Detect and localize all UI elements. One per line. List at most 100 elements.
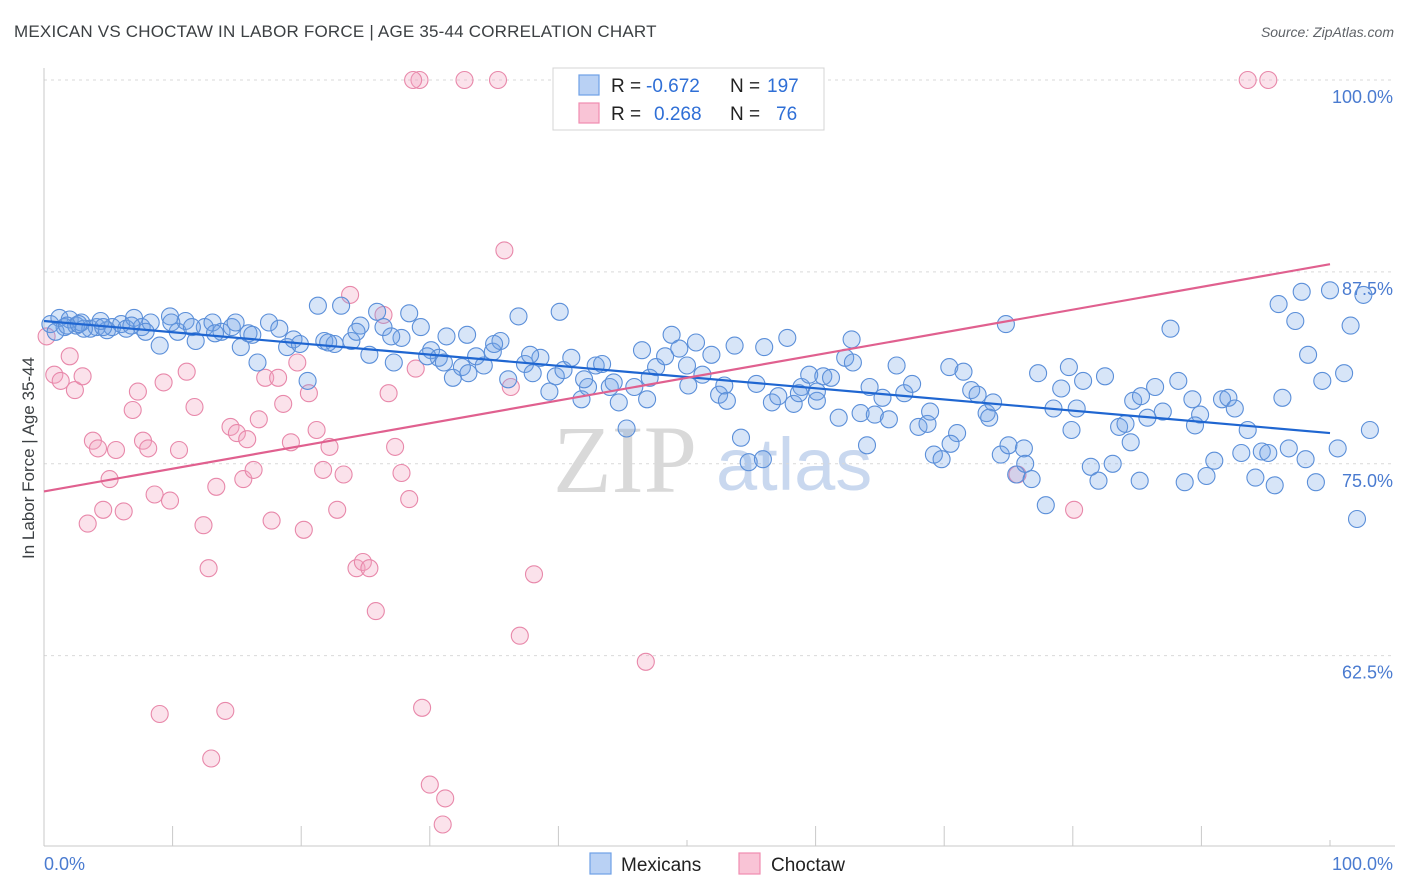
mexicans-point xyxy=(1335,364,1354,383)
choctaw-point xyxy=(413,698,432,717)
choctaw-point xyxy=(114,502,133,521)
choctaw-point xyxy=(207,477,226,496)
choctaw-point xyxy=(65,381,84,400)
mexicans-point xyxy=(1299,345,1318,364)
mexicans-point xyxy=(604,373,623,392)
mexicans-point xyxy=(1185,416,1205,435)
mexicans-point xyxy=(1219,388,1238,407)
choctaw-point xyxy=(1259,70,1278,90)
choctaw-point xyxy=(185,397,204,417)
choctaw-point xyxy=(386,437,405,456)
choctaw-point xyxy=(238,430,257,449)
mexicans-point xyxy=(521,345,540,364)
mexicans-point xyxy=(1259,443,1278,463)
watermark-atlas: atlas xyxy=(716,423,872,506)
mexicans-point xyxy=(932,450,951,469)
bottom-legend-label-mexicans: Mexicans xyxy=(621,855,701,876)
choctaw-point xyxy=(169,440,189,460)
choctaw-point xyxy=(249,410,268,429)
mexicans-point xyxy=(1014,439,1033,458)
choctaw-point xyxy=(436,789,455,808)
choctaw-point xyxy=(1065,500,1084,519)
mexicans-point xyxy=(1095,367,1115,386)
choctaw-point xyxy=(274,394,293,413)
choctaw-point xyxy=(106,440,126,460)
mexicans-point xyxy=(1067,399,1086,418)
choctaw-point xyxy=(145,485,164,504)
mexicans-point xyxy=(991,445,1010,464)
mexicans-point xyxy=(374,318,393,337)
choctaw-point xyxy=(495,241,514,260)
mexicans-point xyxy=(968,385,987,404)
mexicans-point xyxy=(485,334,504,354)
mexicans-point xyxy=(753,450,772,469)
choctaw-point xyxy=(94,500,113,519)
choctaw-point xyxy=(406,359,425,378)
mexicans-point xyxy=(298,371,317,390)
mexicans-point xyxy=(1313,371,1332,390)
mexicans-point xyxy=(308,296,327,315)
mexicans-point xyxy=(1328,439,1347,458)
mexicans-point xyxy=(342,331,361,351)
mexicans-point xyxy=(1197,466,1216,486)
mexicans-point xyxy=(1074,371,1093,390)
choctaw-point xyxy=(160,491,180,510)
mexicans-point xyxy=(319,333,338,352)
mexicans-point xyxy=(1292,282,1311,301)
mexicans-point xyxy=(499,370,518,389)
mexicans-point xyxy=(686,333,706,352)
mexicans-point xyxy=(437,327,456,346)
choctaw-point xyxy=(288,353,307,372)
choctaw-point xyxy=(360,559,379,578)
mexicans-point xyxy=(1183,390,1202,409)
mexicans-point xyxy=(769,387,788,406)
legend-swatch-mexicans xyxy=(578,74,600,96)
mexicans-point xyxy=(954,362,973,381)
mexicans-point xyxy=(474,356,493,375)
mexicans-point xyxy=(865,405,884,424)
mexicans-point xyxy=(996,315,1015,334)
mexicans-point xyxy=(182,318,201,337)
mexicans-point xyxy=(458,325,477,344)
mexicans-point xyxy=(1306,473,1325,492)
mexicans-point xyxy=(739,453,758,472)
mexicans-point xyxy=(382,327,401,346)
mexicans-point xyxy=(677,356,697,375)
y-tick-labels: 62.5%75.0%87.5%100.0% xyxy=(1332,87,1393,683)
mexicans-point xyxy=(821,368,841,387)
mexicans-point xyxy=(941,434,960,453)
choctaw-point xyxy=(262,511,281,530)
mexicans-point xyxy=(270,319,289,338)
mexicans-point xyxy=(1347,509,1367,529)
mexicans-point xyxy=(617,419,636,438)
choctaw-point xyxy=(636,652,655,671)
chart-title: MEXICAN VS CHOCTAW IN LABOR FORCE | AGE … xyxy=(14,22,657,41)
mexicans-point xyxy=(400,304,419,323)
mexicans-point xyxy=(843,353,862,372)
legend-r-value-mexicans: -0.672 xyxy=(646,76,700,97)
bottom-legend-swatch-mexicans xyxy=(589,852,612,875)
mexicans-point xyxy=(248,353,267,372)
choctaw-point xyxy=(328,500,347,519)
mexicans-point xyxy=(550,302,569,321)
mexicans-point xyxy=(814,367,833,386)
y-tick-label: 75.0% xyxy=(1342,471,1393,491)
legend-n-label-choctaw: N = xyxy=(730,104,760,125)
mexicans-point xyxy=(1059,358,1078,377)
mexicans-point xyxy=(948,424,967,443)
mexicans-point xyxy=(531,348,550,367)
mexicans-point xyxy=(702,345,721,364)
choctaw-point xyxy=(227,424,246,443)
mexicans-point xyxy=(205,324,225,343)
choctaw-point xyxy=(128,382,147,401)
choctaw-point xyxy=(410,70,429,90)
mexicans-point xyxy=(1146,377,1165,397)
mexicans-point xyxy=(46,322,65,341)
mexicans-point xyxy=(1089,471,1108,490)
mexicans-point xyxy=(829,408,848,427)
choctaw-point xyxy=(488,70,508,90)
mexicans-point xyxy=(800,365,819,384)
legend-n-value-choctaw: 76 xyxy=(776,104,797,125)
mexicans-point xyxy=(731,428,751,447)
mexicans-point xyxy=(162,313,181,332)
